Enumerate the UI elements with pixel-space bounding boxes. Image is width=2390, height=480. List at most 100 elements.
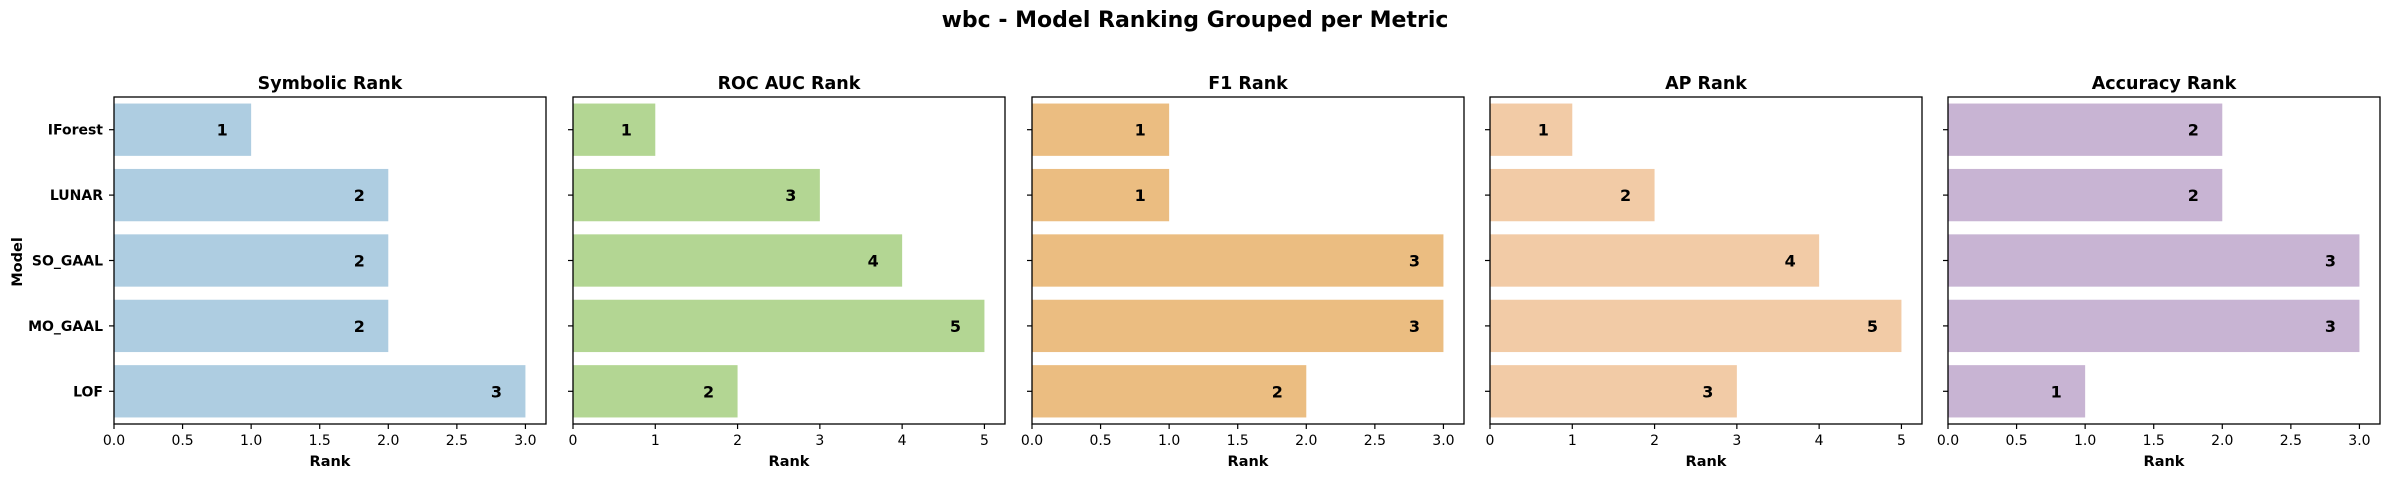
shared-y-axis-label: Model	[10, 237, 26, 287]
bar-value-label: 2	[2188, 186, 2199, 205]
bar	[573, 299, 985, 353]
bar-value-label: 2	[2188, 121, 2199, 140]
bar	[114, 103, 252, 156]
x-tick-label: 3	[1732, 433, 1741, 449]
bar-value-label: 3	[491, 382, 502, 401]
bar	[1032, 168, 1170, 222]
bar-value-label: 5	[1867, 317, 1878, 336]
x-tick-label: 2.5	[446, 433, 468, 449]
bar-value-label: 3	[785, 186, 796, 205]
x-tick-label: 1.0	[2074, 433, 2096, 449]
x-tick-label: 2	[1650, 433, 1659, 449]
category-label: SO_GAAL	[32, 254, 103, 270]
bar	[573, 168, 820, 222]
x-tick-label: 0.0	[1937, 433, 1959, 449]
x-axis-label: Rank	[1686, 454, 1727, 470]
bar	[1948, 168, 2223, 222]
x-tick-label: 3	[815, 433, 824, 449]
bar	[114, 365, 526, 418]
x-tick-label: 0.5	[1089, 433, 1111, 449]
category-label: IForest	[48, 123, 104, 139]
panel-title: ROC AUC Rank	[718, 74, 861, 94]
x-tick-label: 2.0	[1295, 433, 1317, 449]
bar-value-label: 1	[1135, 121, 1146, 140]
panel-title: F1 Rank	[1208, 74, 1288, 94]
x-tick-label: 2.0	[2211, 433, 2233, 449]
panel-title: Symbolic Rank	[258, 74, 403, 94]
x-tick-label: 0.0	[1021, 433, 1043, 449]
bar	[1490, 103, 1573, 156]
x-tick-label: 3.0	[514, 433, 536, 449]
x-tick-label: 1.5	[1227, 433, 1249, 449]
bar-value-label: 1	[1538, 121, 1549, 140]
panel-title: AP Rank	[1665, 74, 1747, 94]
chart-panel: 1 3 4 5 2 0 1 2 3 4 5 Rank ROC AUC Rank	[568, 74, 1006, 470]
bar-value-label: 4	[868, 252, 879, 271]
x-tick-label: 1.0	[240, 433, 262, 449]
x-tick-label: 2.5	[2280, 433, 2302, 449]
bar-value-label: 2	[354, 252, 365, 271]
bar-value-label: 3	[2325, 317, 2336, 336]
bar-value-label: 1	[217, 121, 228, 140]
x-axis-label: Rank	[1228, 454, 1269, 470]
x-tick-label: 5	[980, 433, 989, 449]
x-axis-label: Rank	[769, 454, 810, 470]
bar	[114, 299, 389, 353]
bar	[1490, 299, 1902, 353]
x-tick-label: 1.5	[2143, 433, 2165, 449]
chart-panel: 1 1 3 3 2 0.0 0.5 1.0 1.5 2.0 2.5 3.0 Rank F1 Rank	[1021, 74, 1465, 470]
x-tick-label: 4	[898, 433, 907, 449]
category-label: LOF	[73, 384, 103, 400]
x-tick-label: 0	[1486, 433, 1495, 449]
bar	[573, 234, 903, 287]
chart-panel: 1 2 2 2 3 IForest LUNAR SO_GAAL MO_GAAL LOF 0.0 0.5…	[28, 74, 547, 470]
x-tick-label: 2.0	[377, 433, 399, 449]
category-label: LUNAR	[50, 188, 103, 204]
bar-value-label: 2	[1620, 186, 1631, 205]
bar	[1948, 299, 2360, 353]
category-label: MO_GAAL	[28, 319, 103, 335]
x-tick-label: 1	[651, 433, 660, 449]
bar-value-label: 1	[621, 121, 632, 140]
x-tick-label: 0.0	[103, 433, 125, 449]
x-axis-label: Rank	[2144, 454, 2185, 470]
bar	[1032, 365, 1307, 418]
x-tick-label: 3.0	[1432, 433, 1454, 449]
bar-value-label: 3	[1409, 317, 1420, 336]
bar	[573, 365, 738, 418]
bar	[573, 103, 656, 156]
x-tick-label: 4	[1815, 433, 1824, 449]
bar	[1948, 103, 2223, 156]
x-tick-label: 1.5	[309, 433, 331, 449]
bar	[1490, 365, 1737, 418]
bar-value-label: 2	[354, 317, 365, 336]
bar	[114, 234, 389, 287]
bar	[1490, 234, 1820, 287]
bar-value-label: 2	[703, 382, 714, 401]
bar	[114, 168, 389, 222]
bar-value-label: 3	[1702, 382, 1713, 401]
bar	[1948, 234, 2360, 287]
x-axis-label: Rank	[310, 454, 351, 470]
chart-panel: 2 2 3 3 1 0.0 0.5 1.0 1.5 2.0 2.5 3.0 Rank Accuracy R…	[1937, 74, 2381, 470]
x-tick-label: 0	[569, 433, 578, 449]
bar	[1032, 234, 1444, 287]
bar	[1032, 103, 1170, 156]
x-tick-label: 1	[1568, 433, 1577, 449]
bar-value-label: 2	[354, 186, 365, 205]
bar-value-label: 1	[2051, 382, 2062, 401]
bar	[1032, 299, 1444, 353]
chart-panel: 1 2 4 5 3 0 1 2 3 4 5 Rank AP Rank	[1485, 74, 1923, 470]
bar-value-label: 5	[950, 317, 961, 336]
panel-title: Accuracy Rank	[2092, 74, 2237, 94]
x-tick-label: 1.0	[1158, 433, 1180, 449]
bar-value-label: 2	[1272, 382, 1283, 401]
bar-value-label: 1	[1135, 186, 1146, 205]
x-tick-label: 0.5	[171, 433, 193, 449]
x-tick-label: 3.0	[2348, 433, 2370, 449]
x-tick-label: 0.5	[2005, 433, 2027, 449]
x-tick-label: 5	[1897, 433, 1906, 449]
figure-title: wbc - Model Ranking Grouped per Metric	[942, 8, 1449, 33]
chart-panels: 1 2 2 2 3 IForest LUNAR SO_GAAL MO_GAAL LOF 0.0 0.5…	[28, 74, 2381, 470]
